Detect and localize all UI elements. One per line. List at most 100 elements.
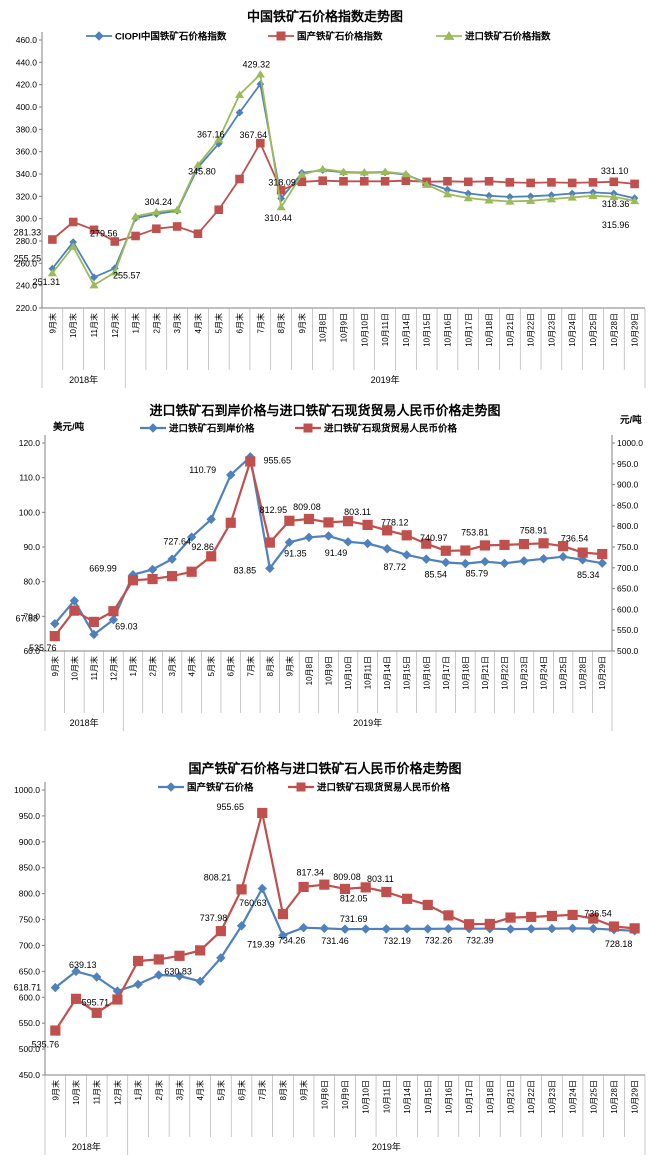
diamond-marker xyxy=(381,924,392,934)
x-tick-label: 10月8日 xyxy=(305,656,314,685)
x-tick-label: 9月末 xyxy=(50,656,60,676)
x-tick-label: 10月15日 xyxy=(424,1080,433,1114)
data-label: 731.46 xyxy=(321,936,349,946)
diamond-marker xyxy=(92,972,102,982)
data-label: 955.65 xyxy=(216,802,244,812)
data-label: 753.81 xyxy=(461,527,489,537)
legend-label: 进口铁矿石价格指数 xyxy=(465,31,551,43)
square-marker xyxy=(195,945,206,956)
year-label: 2019年 xyxy=(371,374,400,385)
svg-text:380.0: 380.0 xyxy=(16,124,38,134)
data-label: 955.65 xyxy=(264,455,292,465)
square-marker xyxy=(257,807,268,819)
x-tick-label: 10月22日 xyxy=(527,313,536,347)
diamond-marker xyxy=(304,532,314,543)
x-tick-label: 8月末 xyxy=(265,656,275,676)
data-label: 740.97 xyxy=(420,533,448,543)
x-tick-label: 10月15日 xyxy=(423,313,432,347)
x-tick-label: 10月18日 xyxy=(486,1080,495,1114)
x-tick-label: 4月末 xyxy=(187,656,197,676)
data-label: 85.34 xyxy=(577,570,600,580)
x-tick-label: 7月末 xyxy=(245,656,255,676)
x-tick-label: 10月末 xyxy=(69,656,79,681)
data-label: 367.64 xyxy=(240,130,268,140)
data-label: 595.71 xyxy=(82,997,110,1007)
data-label: 817.34 xyxy=(297,868,325,878)
square-marker xyxy=(110,237,120,246)
legend-label: 国产铁矿石价格指数 xyxy=(297,31,383,43)
triangle-marker xyxy=(401,169,411,178)
legend-label: 进口铁矿石现货贸易人民币价格 xyxy=(317,782,451,794)
x-tick-label: 9月末 xyxy=(299,1080,309,1100)
svg-text:100.0: 100.0 xyxy=(19,507,41,517)
diamond-marker xyxy=(257,883,267,894)
square-marker xyxy=(276,185,286,195)
triangle-marker xyxy=(484,196,494,204)
data-label: 304.24 xyxy=(145,197,173,207)
square-marker xyxy=(630,179,639,189)
diamond-marker xyxy=(166,782,176,792)
square-marker xyxy=(131,231,140,241)
x-tick-label: 10月14日 xyxy=(402,313,411,347)
x-tick-label: 2月末 xyxy=(148,656,158,676)
x-tick-label: 9月末 xyxy=(50,1080,60,1100)
x-tick-label: 10月11日 xyxy=(381,313,390,346)
diamond-marker xyxy=(133,979,143,990)
triangle-marker xyxy=(318,164,328,173)
axes xyxy=(44,782,645,1076)
svg-text:600.0: 600.0 xyxy=(617,604,639,614)
diamond-marker xyxy=(174,971,185,981)
x-tick-label: 10月23日 xyxy=(548,1080,557,1114)
series-1 xyxy=(48,138,639,246)
svg-text:850.0: 850.0 xyxy=(617,500,639,510)
triangle-marker xyxy=(193,160,203,169)
svg-text:950.0: 950.0 xyxy=(19,811,41,821)
square-marker xyxy=(538,538,549,549)
triangle-marker xyxy=(130,212,141,220)
year-label: 2018年 xyxy=(70,717,99,728)
data-label: 727.64 xyxy=(163,536,191,546)
x-tick-label: 12月末 xyxy=(108,656,118,681)
diamond-marker xyxy=(108,614,119,625)
data-label: 310.44 xyxy=(264,213,292,223)
square-marker xyxy=(526,911,537,923)
square-marker xyxy=(597,548,608,560)
svg-text:450.0: 450.0 xyxy=(19,1070,41,1080)
legend-label: 国产铁矿石价格 xyxy=(187,782,254,794)
data-label: 618.71 xyxy=(14,983,42,993)
x-tick-label: 10月22日 xyxy=(500,656,509,690)
square-marker xyxy=(186,566,197,577)
square-marker xyxy=(577,547,588,558)
x-tick-label: 6月末 xyxy=(226,656,236,676)
x-tick-label: 9月末 xyxy=(297,313,307,333)
svg-text:240.0: 240.0 xyxy=(16,281,38,291)
data-label: 92.86 xyxy=(191,542,214,552)
data-labels: 618.71 535.76 639.13 595.71 630.83 737.98 808.… xyxy=(14,802,633,1050)
square-marker xyxy=(440,545,451,556)
triangle-marker xyxy=(214,135,224,143)
data-labels: 281.33 255.25 251.31 279.56 255.57 304.24 345.… xyxy=(14,59,630,287)
square-marker xyxy=(193,229,203,239)
square-marker xyxy=(298,881,309,893)
x-tick-label: 3月末 xyxy=(174,1080,184,1100)
data-label: 251.31 xyxy=(33,277,61,287)
svg-text:550.0: 550.0 xyxy=(19,1018,41,1028)
square-marker xyxy=(421,538,432,549)
import-cfr-vs-rmb-price-chart: 进口铁矿石到岸价格与进口铁矿石现货贸易人民币价格走势图 60.0 70.0 80.0… xyxy=(0,395,650,745)
square-marker xyxy=(303,423,313,433)
series-1 xyxy=(50,807,640,1036)
triangle-marker xyxy=(47,268,57,277)
x-tick-label: 10月末 xyxy=(68,313,78,338)
square-marker xyxy=(464,919,475,930)
data-label: 85.79 xyxy=(466,569,489,579)
x-tick-label: 10月29日 xyxy=(631,1080,640,1114)
x-tick-label: 10月21日 xyxy=(481,656,490,690)
triangle-marker xyxy=(546,194,557,203)
square-marker xyxy=(401,530,412,541)
svg-text:360.0: 360.0 xyxy=(16,147,38,157)
square-marker xyxy=(215,926,226,937)
x-tick-label: 11月末 xyxy=(92,1080,102,1104)
diamond-marker xyxy=(538,554,549,564)
svg-text:60.0: 60.0 xyxy=(23,646,40,656)
chart1-canvas: 220.0 240.0 260.0 280.0 300.0 320.0 340.0 360.0… xyxy=(14,31,646,388)
